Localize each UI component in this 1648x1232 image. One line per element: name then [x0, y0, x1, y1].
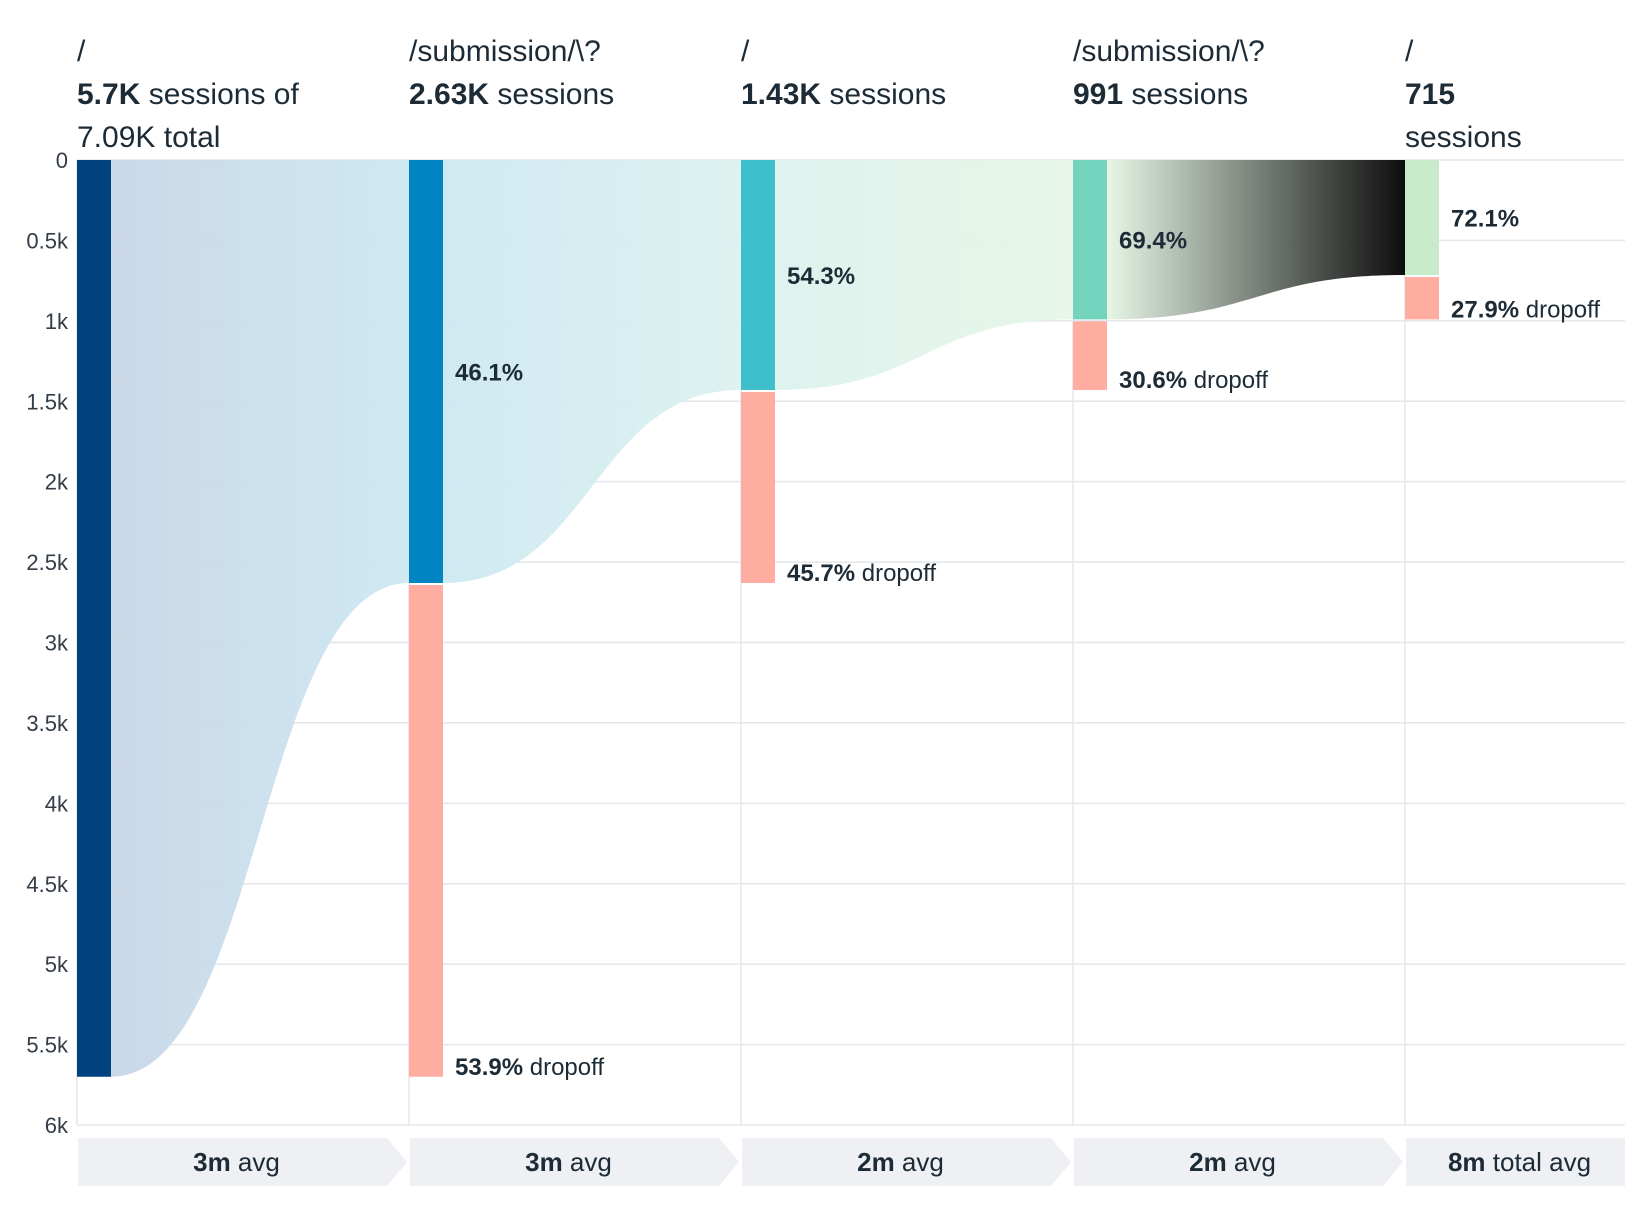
flow-band — [1107, 160, 1405, 320]
conversion-label: 69.4% — [1119, 228, 1187, 255]
step-bar[interactable] — [1073, 160, 1107, 320]
step-count: 5.7K — [77, 78, 141, 111]
total-text: 7.09K total — [77, 121, 221, 154]
avg-label: 2m avg — [1189, 1147, 1276, 1177]
y-tick-label: 4k — [45, 791, 69, 816]
y-tick-label: 0 — [56, 148, 68, 173]
y-tick-label: 5.5k — [26, 1033, 69, 1058]
y-tick-label: 0.5k — [26, 228, 69, 253]
avg-label: 8m total avg — [1448, 1147, 1591, 1177]
step-bar[interactable] — [1405, 160, 1439, 275]
step-path: /submission/\? — [409, 35, 601, 68]
y-tick-label: 6k — [45, 1113, 69, 1138]
dropoff-label: 53.9% dropoff — [455, 1054, 604, 1081]
step-header: / 715 sessions — [1405, 30, 1625, 159]
step-header: / 5.7K sessions of 7.09K total — [77, 30, 377, 159]
y-tick-label: 2k — [45, 470, 69, 495]
flow-band — [111, 160, 409, 1077]
step-count: 2.63K — [409, 78, 490, 111]
y-tick-label: 1k — [45, 309, 69, 334]
sessions-text: sessions — [829, 78, 947, 111]
y-tick-label: 3k — [45, 631, 69, 656]
sessions-text: sessions — [497, 78, 615, 111]
avg-chevron — [1074, 1138, 1403, 1186]
conversion-label: 72.1% — [1451, 205, 1519, 232]
step-count: 991 — [1073, 78, 1124, 111]
step-bar[interactable] — [77, 160, 111, 1077]
flow-band — [775, 160, 1073, 390]
sessions-text: sessions of — [148, 78, 299, 111]
avg-chevron — [1406, 1138, 1625, 1186]
step-header: /submission/\? 991 sessions — [1073, 30, 1373, 116]
y-tick-label: 3.5k — [26, 711, 69, 736]
dropoff-label: 45.7% dropoff — [787, 560, 936, 587]
flow-band — [443, 160, 741, 583]
dropoff-bar[interactable] — [409, 584, 443, 1077]
step-bar[interactable] — [409, 160, 443, 583]
y-tick-label: 4.5k — [26, 872, 69, 897]
avg-label: 2m avg — [857, 1147, 944, 1177]
avg-chevron — [78, 1138, 407, 1186]
avg-chevron — [410, 1138, 739, 1186]
y-tick-label: 1.5k — [26, 389, 69, 414]
step-path: / — [1405, 35, 1414, 68]
step-header: /submission/\? 2.63K sessions — [409, 30, 709, 116]
step-header: / 1.43K sessions — [741, 30, 1041, 116]
step-count: 1.43K — [741, 78, 822, 111]
conversion-label: 46.1% — [455, 359, 523, 386]
step-count: 715 — [1405, 78, 1456, 111]
step-path: / — [77, 35, 86, 68]
sessions-text: sessions — [1405, 121, 1522, 154]
avg-chevron — [742, 1138, 1071, 1186]
avg-label: 3m avg — [193, 1147, 280, 1177]
sessions-text: sessions — [1131, 78, 1249, 111]
dropoff-label: 27.9% dropoff — [1451, 296, 1600, 323]
avg-label: 3m avg — [525, 1147, 612, 1177]
dropoff-bar[interactable] — [741, 391, 775, 583]
dropoff-label: 30.6% dropoff — [1119, 367, 1268, 394]
dropoff-bar[interactable] — [1073, 321, 1107, 390]
y-tick-label: 2.5k — [26, 550, 69, 575]
y-tick-label: 5k — [45, 952, 69, 977]
step-path: /submission/\? — [1073, 35, 1265, 68]
conversion-label: 54.3% — [787, 263, 855, 290]
dropoff-bar[interactable] — [1405, 276, 1439, 320]
step-path: / — [741, 35, 750, 68]
step-bar[interactable] — [741, 160, 775, 390]
